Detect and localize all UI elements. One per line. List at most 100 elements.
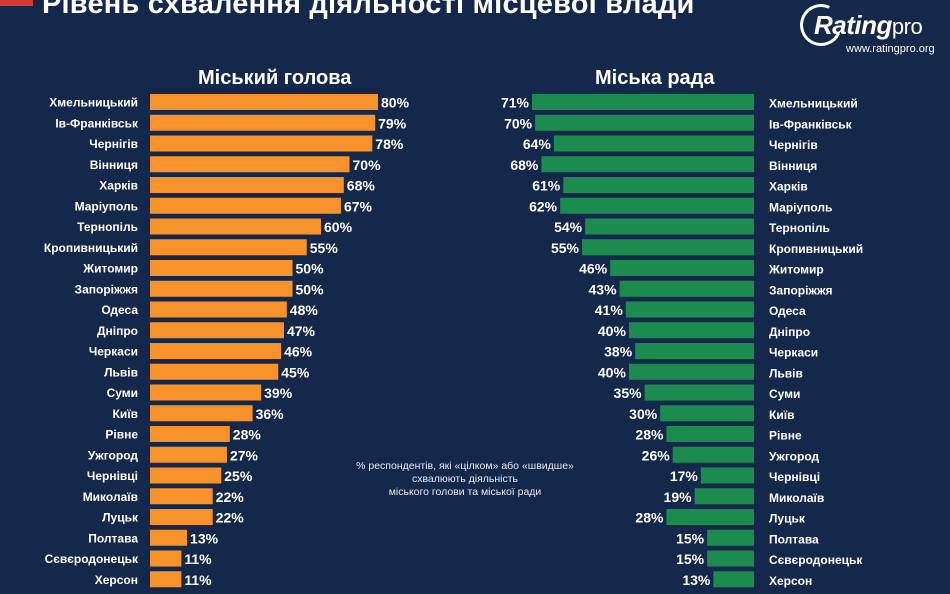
- mayor-category-label: Черкаси: [89, 345, 138, 359]
- mayor-category-label: Тернопіль: [77, 220, 138, 234]
- mayor-bar: [150, 156, 350, 173]
- council-bar: [666, 426, 754, 442]
- council-bar: [610, 260, 754, 276]
- council-bar: [563, 177, 754, 193]
- council-value-label: 46%: [579, 261, 608, 277]
- council-value-label: 70%: [504, 115, 533, 131]
- council-category-label: Хмельницький: [769, 97, 858, 111]
- mayor-value-label: 80%: [381, 95, 410, 111]
- mayor-bar: [150, 446, 227, 463]
- ratingpro-logo: Ratingpro www.ratingpro.org: [794, 0, 948, 62]
- council-category-label: Сєвєродонецьк: [769, 553, 863, 567]
- mayor-category-label: Рівне: [105, 428, 138, 442]
- mayor-value-label: 45%: [281, 364, 310, 380]
- mayor-bar: [150, 343, 282, 359]
- mayor-value-label: 46%: [284, 344, 313, 360]
- council-value-label: 38%: [604, 344, 633, 360]
- mayor-category-label: Суми: [107, 386, 138, 400]
- council-category-label: Ужгород: [769, 449, 819, 463]
- council-value-label: 40%: [598, 364, 627, 380]
- council-bar: [628, 322, 754, 339]
- council-bar: [635, 343, 754, 359]
- mayor-category-label: Луцьк: [102, 511, 139, 525]
- council-bar: [560, 197, 754, 214]
- mayor-bar: [150, 405, 253, 422]
- mayor-value-label: 22%: [216, 489, 245, 505]
- mayor-category-label: Одеса: [101, 303, 138, 317]
- footnote-line-3: міського голови та міської ради: [388, 486, 542, 498]
- logo-suffix: pro: [891, 14, 923, 39]
- mayor-category-label: Дніпро: [97, 324, 138, 338]
- mayor-value-label: 13%: [190, 530, 219, 546]
- council-value-label: 62%: [529, 198, 558, 214]
- council-category-label: Маріуполь: [769, 200, 832, 214]
- council-category-label: Тернопіль: [769, 221, 830, 235]
- council-bar: [582, 239, 754, 256]
- council-value-label: 26%: [642, 447, 671, 463]
- footnote: % респондентів, які «цілком» або «швидше…: [345, 460, 585, 499]
- mayor-category-label: Львів: [104, 365, 138, 379]
- council-category-label: Суми: [769, 387, 800, 401]
- council-bar: [672, 446, 754, 463]
- council-category-label: Запоріжжя: [769, 283, 832, 297]
- council-value-label: 68%: [510, 157, 539, 173]
- council-category-label: Ів-Франківськ: [769, 117, 853, 131]
- council-value-label: 54%: [554, 219, 583, 235]
- council-value-label: 28%: [635, 510, 664, 526]
- council-category-label: Київ: [769, 408, 794, 422]
- footnote-line-1: % респондентів, які «цілком» або «швидше…: [356, 460, 574, 472]
- mayor-bar: [150, 280, 293, 297]
- mayor-bar: [150, 135, 373, 152]
- mayor-value-label: 78%: [375, 136, 404, 152]
- mayor-value-label: 47%: [287, 323, 316, 339]
- mayor-bar: [150, 301, 287, 318]
- mayor-category-label: Сєвєродонецьк: [45, 552, 139, 566]
- council-value-label: 13%: [682, 572, 711, 588]
- council-bar: [619, 280, 754, 297]
- council-bar: [666, 509, 754, 525]
- mayor-bar: [150, 260, 293, 276]
- council-value-label: 40%: [598, 323, 627, 339]
- council-category-label: Херсон: [769, 574, 812, 588]
- mayor-value-label: 68%: [347, 178, 376, 194]
- mayor-bar: [150, 114, 376, 131]
- council-category-label: Вінниця: [769, 159, 817, 173]
- council-category-label: Чернігів: [769, 138, 818, 152]
- mayor-value-label: 22%: [216, 510, 245, 526]
- mayor-category-label: Миколаїв: [83, 490, 138, 504]
- mayor-bar: [150, 239, 307, 256]
- council-value-label: 15%: [676, 530, 705, 546]
- mayor-category-label: Чернівці: [87, 469, 138, 483]
- council-value-label: 28%: [635, 427, 664, 443]
- mayor-value-label: 67%: [344, 198, 373, 214]
- mayor-bar: [150, 550, 182, 567]
- council-bar: [585, 218, 754, 235]
- council-value-label: 30%: [629, 406, 658, 422]
- council-bar: [713, 571, 754, 588]
- council-category-label: Черкаси: [769, 346, 818, 360]
- council-bar: [694, 488, 754, 505]
- council-bar: [532, 94, 754, 110]
- council-value-label: 19%: [664, 489, 693, 505]
- mayor-value-label: 48%: [290, 302, 319, 318]
- mayor-category-label: Маріуполь: [75, 199, 138, 213]
- mayor-value-label: 25%: [224, 468, 253, 484]
- mayor-category-label: Херсон: [95, 573, 138, 587]
- mayor-value-label: 27%: [230, 447, 259, 463]
- mayor-bar: [150, 571, 182, 588]
- council-category-label: Полтава: [769, 532, 819, 546]
- mayor-value-label: 50%: [296, 261, 325, 277]
- council-category-label: Кропивницький: [769, 242, 863, 256]
- mayor-category-label: Запоріжжя: [75, 282, 138, 296]
- mayor-bar: [150, 322, 284, 339]
- council-category-label: Миколаїв: [769, 491, 824, 505]
- council-value-label: 15%: [676, 551, 705, 567]
- council-value-label: 64%: [523, 136, 552, 152]
- mayor-category-label: Харків: [99, 179, 138, 193]
- council-value-label: 41%: [595, 302, 624, 318]
- council-bar: [700, 467, 754, 484]
- council-panel-title: Міська рада: [595, 67, 715, 89]
- mayor-bar: [150, 488, 213, 505]
- mayor-bar: [150, 363, 279, 380]
- mayor-category-label: Житомир: [82, 262, 138, 276]
